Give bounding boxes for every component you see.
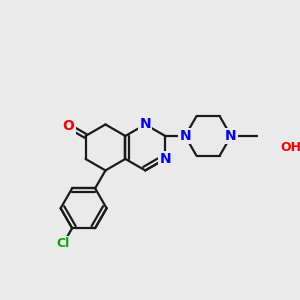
Text: N: N [159, 152, 171, 166]
Text: N: N [179, 129, 191, 143]
Text: O: O [63, 119, 75, 133]
Text: N: N [140, 118, 151, 131]
Text: OH: OH [280, 141, 300, 154]
Text: N: N [225, 129, 237, 143]
Text: Cl: Cl [57, 237, 70, 250]
